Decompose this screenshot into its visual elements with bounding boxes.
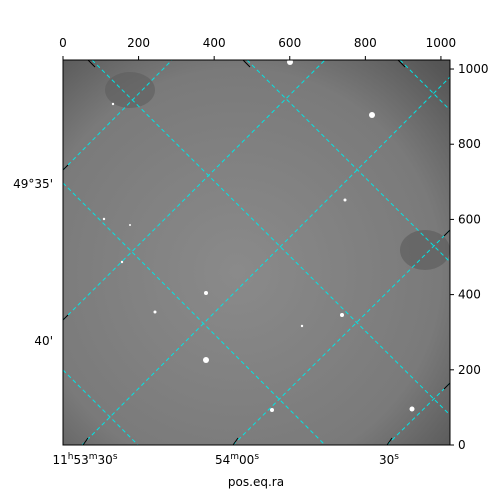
- coordinate-grid: [63, 60, 450, 445]
- x-tick-label: 0: [59, 36, 67, 50]
- y-tick-label: 400: [458, 288, 481, 302]
- ra-tick-label: 30s: [379, 452, 399, 467]
- plot-frame: [62, 59, 451, 446]
- world-ticks: [62, 59, 451, 446]
- y-tick-label: 800: [458, 137, 481, 151]
- ra-tick-label: 54m00s: [215, 452, 259, 467]
- x-axis-label: pos.eq.ra: [228, 475, 284, 489]
- y-tick-label: 600: [458, 212, 481, 226]
- ra-tick-label: 11h53m30s: [52, 452, 117, 467]
- y-tick-label: 200: [458, 363, 481, 377]
- sky-image: [63, 59, 450, 445]
- x-tick-label: 200: [127, 36, 150, 50]
- x-tick-label: 1000: [426, 36, 457, 50]
- dec-tick-label: 40': [34, 334, 53, 348]
- dec-tick-label: 49°35': [13, 177, 53, 191]
- x-tick-label: 600: [278, 36, 301, 50]
- x-tick-label: 800: [354, 36, 377, 50]
- y-tick-label: 0: [458, 438, 466, 452]
- y-tick-label: 1000: [458, 62, 489, 76]
- x-tick-label: 400: [203, 36, 226, 50]
